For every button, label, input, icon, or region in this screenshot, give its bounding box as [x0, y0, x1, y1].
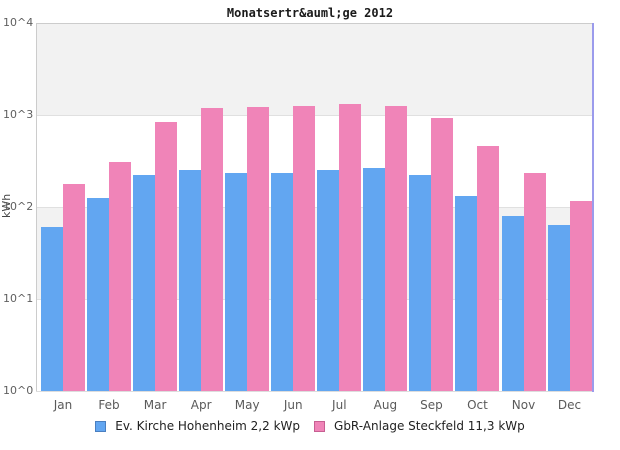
x-tick-label-oct: Oct	[467, 398, 488, 412]
legend-swatch-icon	[95, 420, 107, 432]
bar-sep-series2	[431, 118, 454, 391]
legend-label: GbR-Anlage Steckfeld 11,3 kWp	[334, 419, 525, 433]
bar-feb-series2	[109, 162, 132, 391]
bar-oct-series2	[477, 146, 500, 391]
bar-apr-series1	[179, 170, 202, 391]
y-tick-label-104: 10^4	[3, 16, 34, 29]
x-tick-label-apr: Apr	[190, 398, 212, 412]
plot-border-left	[36, 23, 37, 391]
decade-band	[36, 23, 592, 115]
bar-nov-series1	[501, 216, 524, 391]
legend-label: Ev. Kirche Hohenheim 2,2 kWp	[115, 419, 301, 433]
y-tick-label-100: 10^0	[3, 384, 34, 397]
plot-area	[36, 23, 592, 391]
bar-dec-series2	[569, 201, 592, 391]
bar-jan-series2	[63, 184, 85, 391]
bar-sep-series1	[409, 175, 432, 391]
bar-jun-series2	[293, 106, 316, 391]
bar-nov-series2	[523, 173, 546, 391]
bar-dec-series1	[547, 225, 570, 391]
bar-jul-series1	[317, 170, 340, 391]
chart-title: Monatsertr&auml;ge 2012	[226, 6, 394, 20]
x-tick-label-jun: Jun	[283, 398, 303, 412]
x-tick-label-dec: Dec	[557, 398, 582, 412]
bar-mar-series1	[133, 175, 156, 391]
bar-jun-series1	[271, 173, 294, 391]
plot-border-top	[36, 23, 594, 24]
x-tick-label-feb: Feb	[98, 398, 120, 412]
bar-may-series1	[225, 173, 248, 391]
bar-may-series2	[247, 107, 270, 391]
x-tick-label-mar: Mar	[143, 398, 167, 412]
plot-border-bottom	[36, 391, 592, 392]
legend: Ev. Kirche Hohenheim 2,2 kWp GbR-Anlage S…	[0, 417, 620, 435]
plot-border-right	[592, 23, 594, 392]
x-tick-label-nov: Nov	[511, 398, 536, 412]
y-tick-label-101: 10^1	[3, 292, 34, 305]
bar-aug-series1	[363, 168, 386, 391]
x-tick-label-jan: Jan	[53, 398, 73, 412]
bar-mar-series2	[155, 122, 178, 391]
x-tick-label-sep: Sep	[420, 398, 443, 412]
x-tick-label-aug: Aug	[373, 398, 398, 412]
bar-aug-series2	[385, 106, 408, 391]
x-tick-label-may: May	[234, 398, 260, 412]
bar-jul-series2	[339, 104, 362, 391]
bar-apr-series2	[201, 108, 224, 391]
y-tick-label-102: 10^2	[3, 200, 34, 213]
bar-feb-series1	[87, 198, 110, 391]
y-tick-label-103: 10^3	[3, 108, 34, 121]
legend-item-series1: Ev. Kirche Hohenheim 2,2 kWp	[95, 419, 300, 433]
bar-oct-series1	[455, 196, 478, 391]
legend-swatch-icon	[314, 420, 326, 432]
bar-jan-series1	[41, 227, 63, 391]
legend-item-series2: GbR-Anlage Steckfeld 11,3 kWp	[314, 419, 525, 433]
x-tick-label-jul: Jul	[332, 398, 347, 412]
